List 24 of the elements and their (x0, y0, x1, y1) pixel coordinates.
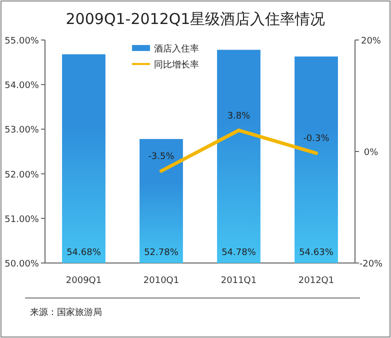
y-tick-label: 54.00% (4, 81, 40, 92)
data-label: -0.3% (303, 134, 330, 144)
y-tick-label: 50.00% (4, 260, 40, 270)
x-tick-label: 2011Q1 (220, 276, 257, 286)
legend-label: 同比增长率 (154, 60, 199, 70)
chart-title: 2009Q1-2012Q1星级酒店入住率情况 (66, 10, 326, 28)
data-label: 3.8% (227, 111, 251, 122)
x-tick-label: 2010Q1 (143, 276, 180, 286)
legend-label: 酒店入住率 (154, 44, 199, 54)
y2-tick-label: -20% (359, 260, 384, 270)
y-tick-label: 51.00% (4, 214, 40, 225)
source-note: 来源：国家旅游局 (30, 307, 102, 318)
data-label: 54.68% (66, 248, 102, 258)
x-tick-label: 2009Q1 (66, 276, 102, 286)
data-label: -3.5% (148, 152, 175, 162)
data-label: 52.78% (144, 248, 179, 258)
y-tick-label: 52.00% (4, 170, 40, 180)
data-label: 54.63% (299, 248, 334, 258)
y2-tick-label: 0% (364, 148, 379, 158)
y-tick-label: 55.00% (4, 36, 40, 46)
y2-tick-label: 20% (360, 36, 382, 46)
data-label: 54.78% (222, 248, 256, 258)
y-tick-label: 53.00% (4, 126, 40, 136)
x-tick-label: 2012Q1 (298, 276, 334, 286)
